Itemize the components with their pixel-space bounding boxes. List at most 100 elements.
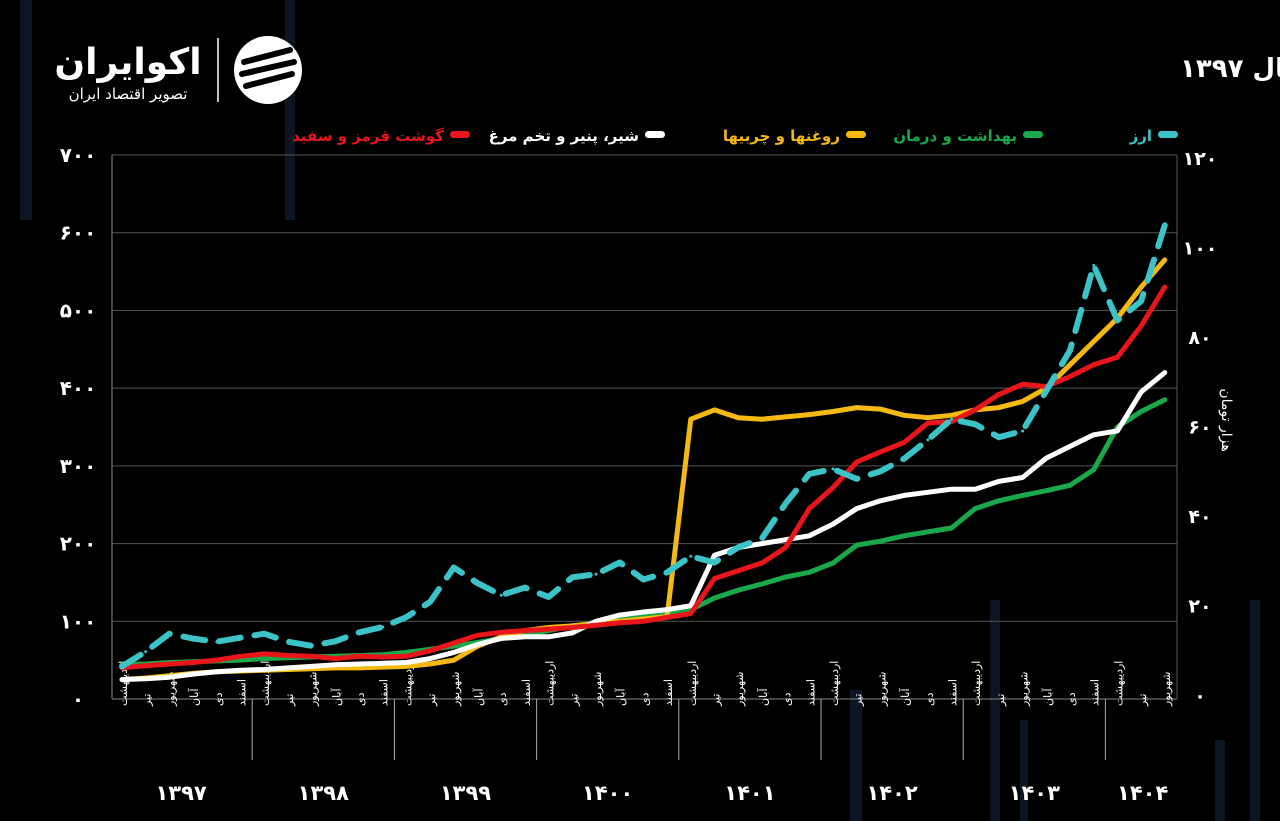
data-point <box>807 507 811 511</box>
data-point <box>452 658 456 662</box>
data-point <box>499 636 503 640</box>
data-point <box>476 643 479 647</box>
x-tick-label: اردیبهشت <box>1112 661 1125 706</box>
x-tick-label: اسفند <box>947 679 960 706</box>
background-candle <box>850 690 862 821</box>
data-point <box>1068 374 1072 378</box>
data-point <box>239 654 242 658</box>
data-point <box>665 608 669 612</box>
data-point <box>713 408 716 412</box>
data-point <box>381 661 385 665</box>
data-point <box>760 536 764 540</box>
data-point <box>452 565 456 569</box>
x-tick-label: شهریور <box>449 672 462 707</box>
right-tick-label: ۶۰ <box>1188 417 1211 439</box>
data-point <box>404 650 408 654</box>
data-point <box>665 615 669 619</box>
background-candle <box>285 0 295 220</box>
data-point <box>878 450 882 454</box>
data-point <box>167 675 171 679</box>
data-point <box>878 499 882 503</box>
data-point <box>381 655 385 659</box>
data-point <box>997 479 1001 483</box>
data-point <box>167 632 171 636</box>
x-tick-label: اردیبهشت <box>686 661 699 706</box>
x-tick-label: دی <box>638 692 651 706</box>
data-point <box>902 457 906 461</box>
data-point <box>262 657 266 661</box>
data-point <box>1044 389 1048 393</box>
data-point <box>239 668 242 672</box>
series-2 <box>119 257 1168 683</box>
data-point <box>689 554 693 558</box>
data-point <box>1068 483 1072 487</box>
data-point <box>736 588 740 592</box>
x-tick-label: تیر <box>1136 694 1149 707</box>
brand-tagline: تصویر اقتصاد ایران <box>69 85 188 103</box>
data-point <box>547 627 551 631</box>
data-point <box>831 486 835 490</box>
data-point <box>452 650 456 654</box>
data-point <box>1021 382 1025 386</box>
data-point <box>1092 433 1096 437</box>
x-tick-label: دی <box>354 692 367 706</box>
data-point <box>404 654 408 658</box>
right-tick-label: ۱۲۰ <box>1183 148 1218 170</box>
left-tick-label: ۵۰۰ <box>60 298 97 322</box>
data-point <box>1021 429 1025 433</box>
x-tick-label: دی <box>781 692 794 706</box>
data-point <box>594 572 598 576</box>
data-point <box>926 490 930 494</box>
data-point <box>1092 363 1096 367</box>
left-tick-label: ۲۰۰ <box>60 532 97 556</box>
data-point <box>807 472 811 476</box>
x-tick-label: شهریور <box>1018 672 1031 707</box>
legend-label: ارز <box>1129 127 1152 145</box>
data-point <box>902 493 906 497</box>
data-point <box>499 593 503 597</box>
data-point <box>618 561 622 565</box>
series-line <box>119 257 1168 683</box>
x-tick-label: شهریور <box>307 672 320 707</box>
x-tick-label: اسفند <box>1089 679 1102 706</box>
data-point <box>404 615 408 619</box>
background-candle <box>1020 720 1028 821</box>
logo: اکوایران تصویر اقتصاد ایران <box>54 36 302 104</box>
data-point <box>1139 299 1143 303</box>
data-point <box>404 660 408 664</box>
data-point <box>689 604 693 608</box>
legend-swatch <box>450 131 470 138</box>
data-point <box>641 610 645 614</box>
x-tick-label: آبان <box>187 688 201 706</box>
x-tick-label: اردیبهشت <box>117 661 130 706</box>
series-1 <box>119 397 1168 668</box>
x-tick-label: تیر <box>710 694 723 707</box>
data-point <box>1139 409 1143 413</box>
x-tick-label: آبان <box>898 688 912 706</box>
x-tick-label: آبان <box>329 688 343 706</box>
data-point <box>926 530 930 534</box>
data-point <box>1021 476 1025 480</box>
data-point <box>973 507 977 511</box>
x-tick-label: تیر <box>852 694 865 707</box>
data-point <box>689 612 693 616</box>
data-point <box>310 654 314 658</box>
data-point <box>120 664 124 668</box>
data-point <box>262 632 266 636</box>
data-point <box>641 619 645 623</box>
data-point <box>1021 493 1025 497</box>
data-point <box>428 657 432 661</box>
data-point <box>1044 489 1048 493</box>
data-point <box>1044 456 1048 460</box>
data-point <box>736 545 740 549</box>
right-tick-label: ۲۰ <box>1188 596 1211 618</box>
data-point <box>357 630 361 634</box>
data-point <box>333 663 337 667</box>
data-point <box>997 499 1001 503</box>
data-point <box>476 633 479 637</box>
x-tick-label: تیر <box>425 694 438 707</box>
x-tick-label: آبان <box>472 688 486 706</box>
data-point <box>547 635 551 639</box>
year-label: ۱۴۰۳ <box>1009 781 1060 805</box>
data-point <box>120 678 124 682</box>
